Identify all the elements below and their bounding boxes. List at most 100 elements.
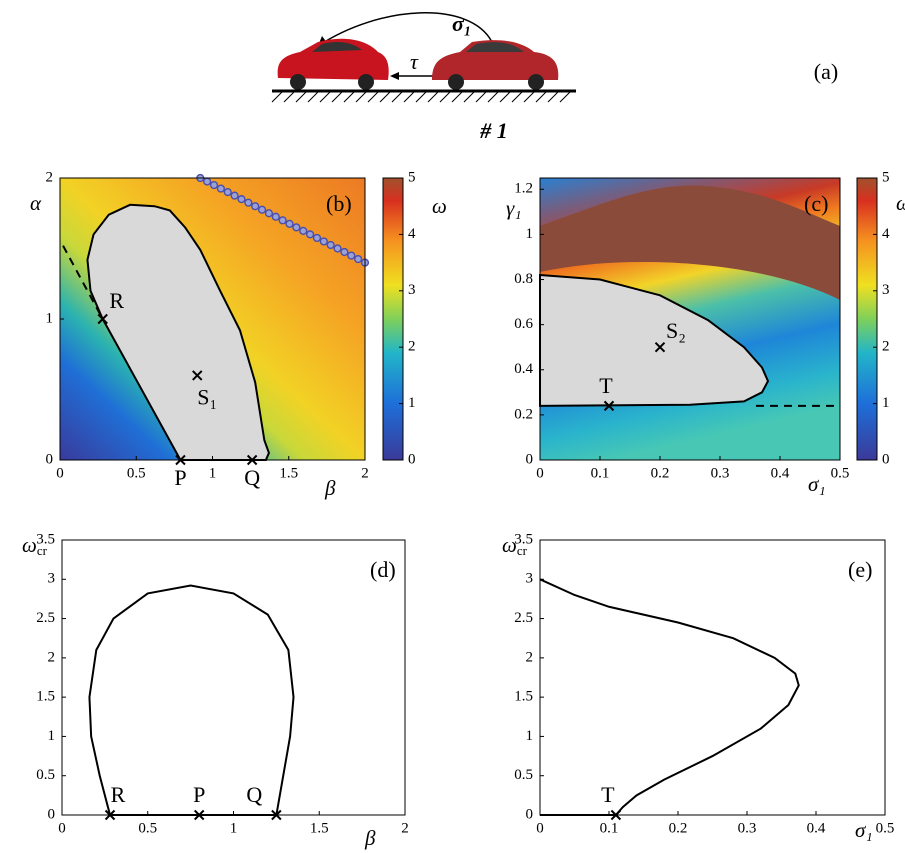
arrow-head — [390, 72, 399, 80]
y-tick-label: 0.8 — [514, 271, 533, 287]
marker — [217, 185, 224, 192]
x-tick-label: 0.2 — [669, 820, 688, 836]
x-tick-label: 0.5 — [127, 465, 146, 481]
point-label: P — [193, 782, 205, 807]
y-tick-label: 0 — [526, 806, 534, 822]
x-tick-label: 2 — [401, 820, 409, 836]
x-tick-label: 1 — [230, 820, 238, 836]
colorbar-label: ω — [896, 191, 905, 215]
y-tick-label: 0.2 — [514, 406, 533, 422]
y-tick-label: 1 — [48, 728, 56, 744]
point-label: Q — [246, 782, 262, 807]
point-label: R — [109, 288, 124, 313]
y-tick-label: 1 — [526, 728, 534, 744]
x-tick-label: 0 — [536, 465, 544, 481]
y-tick-label: 3 — [48, 571, 56, 587]
marker — [252, 203, 259, 210]
colorbar-tick-label: 4 — [408, 226, 416, 242]
panel-label: (d) — [370, 557, 396, 582]
x-tick-label: 0.4 — [807, 820, 826, 836]
point-label: R — [111, 782, 126, 807]
marker — [355, 256, 362, 263]
plot-frame — [540, 540, 885, 815]
y-tick-label: 2.5 — [36, 610, 55, 626]
y-tick-label: 1.5 — [36, 689, 55, 705]
x-tick-label: 0.4 — [771, 465, 790, 481]
colorbar — [383, 178, 403, 460]
marker — [266, 210, 273, 217]
y-tick-label: 0 — [526, 451, 534, 467]
plot-frame — [62, 540, 405, 815]
marker — [300, 227, 307, 234]
x-tick-label: 1 — [209, 465, 217, 481]
y-tick-label: 1.5 — [514, 689, 533, 705]
y-axis-label-sub: cr — [37, 543, 48, 558]
panel-label: (c) — [804, 191, 828, 216]
curve — [540, 579, 799, 815]
x-tick-label: 1.5 — [310, 820, 329, 836]
y-axis-label-main: ω — [502, 533, 517, 557]
y-axis-label-sub: cr — [517, 543, 528, 558]
y-tick-label: 0.5 — [514, 767, 533, 783]
y-tick-label: 2 — [48, 649, 56, 665]
point-label: T — [601, 782, 615, 807]
marker — [293, 224, 300, 231]
panel-label: (a) — [814, 59, 838, 84]
marker — [334, 245, 341, 252]
colorbar-tick-label: 0 — [882, 451, 890, 467]
colorbar-tick-label: 0 — [408, 451, 416, 467]
point-label: Q — [244, 465, 260, 490]
road-hatch — [272, 92, 570, 102]
x-tick-label: 0 — [536, 820, 544, 836]
y-tick-label: 1.2 — [514, 181, 533, 197]
y-tick-label: 0.6 — [514, 316, 533, 332]
x-tick-label: 2 — [361, 465, 369, 481]
x-tick-label: 0.2 — [651, 465, 670, 481]
x-tick-label: 0.5 — [831, 465, 850, 481]
marker — [272, 213, 279, 220]
x-tick-label: 0.5 — [876, 820, 895, 836]
colorbar-tick-label: 4 — [882, 226, 890, 242]
y-tick-label: 1 — [46, 310, 54, 326]
panel-label: (b) — [326, 191, 352, 216]
y-tick-label: 0.5 — [36, 767, 55, 783]
colorbar-tick-label: 1 — [408, 395, 416, 411]
curve — [89, 586, 293, 815]
marker — [314, 235, 321, 242]
y-tick-label: 0.4 — [514, 361, 533, 377]
marker — [307, 231, 314, 238]
wheel — [528, 74, 544, 90]
y-tick-label: 2 — [46, 169, 54, 185]
wheel — [290, 74, 306, 90]
scheme-caption: # 1 — [479, 118, 508, 143]
x-tick-label: 0.3 — [738, 820, 757, 836]
marker — [320, 238, 327, 245]
feedback-label: σ₁ — [452, 11, 472, 36]
y-axis-label: γ₁ — [506, 196, 522, 220]
colorbar-label: ω — [432, 194, 447, 218]
marker — [245, 199, 252, 206]
point-label: T — [599, 373, 613, 398]
marker — [224, 189, 231, 196]
colorbar-tick-label: 3 — [408, 282, 416, 298]
marker — [327, 242, 334, 249]
delay-label: τ — [410, 49, 419, 74]
figure: σ₁ τ (a) # 1 012345ω00.511.52012βα(b)RPQ… — [0, 0, 905, 853]
colorbar-tick-label: 5 — [882, 169, 890, 185]
y-axis-label-main: ω — [22, 533, 37, 557]
x-tick-label: 0 — [58, 820, 66, 836]
panel-label: (e) — [848, 557, 872, 582]
marker — [204, 178, 211, 185]
marker — [259, 206, 266, 213]
wheel — [358, 74, 374, 90]
x-tick-label: 0.1 — [600, 820, 619, 836]
colorbar-tick-label: 1 — [882, 395, 890, 411]
point-label: P — [174, 465, 186, 490]
colorbar-tick-label: 5 — [408, 169, 416, 185]
x-tick-label: 0.1 — [591, 465, 610, 481]
x-axis-label: σ₁ — [808, 472, 826, 496]
y-tick-label: 3 — [526, 571, 534, 587]
y-tick-label: 1 — [526, 226, 534, 242]
marker — [238, 196, 245, 203]
y-axis-label: α — [30, 191, 42, 215]
